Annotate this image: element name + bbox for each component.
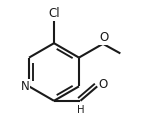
Text: Cl: Cl: [48, 7, 60, 20]
Text: H: H: [77, 105, 84, 115]
Text: N: N: [21, 80, 29, 93]
Text: O: O: [99, 78, 108, 91]
Text: O: O: [99, 31, 108, 44]
